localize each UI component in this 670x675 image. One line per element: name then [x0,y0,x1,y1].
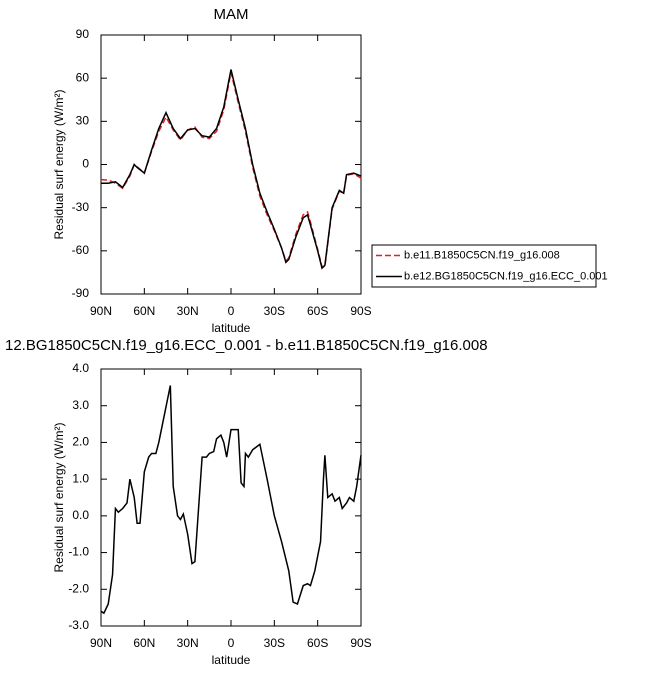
y-tick-label: -90 [72,286,90,300]
legend-label: b.e11.B1850C5CN.f19_g16.008 [404,249,560,261]
x-tick-label: 90S [350,636,371,650]
y-axis-label: Residual surf energy (W/m²) [52,422,66,572]
legend-box [371,244,597,288]
x-tick-label: 90S [350,304,371,318]
x-tick-label: 60S [307,304,328,318]
y-tick-label: 0.0 [72,508,89,522]
y-tick-label: 1.0 [72,471,89,485]
y-tick-label: -3.0 [68,618,89,632]
chart-title: 12.BG1850C5CN.f19_g16.ECC_0.001 - b.e11.… [5,337,488,354]
data-line [100,385,362,615]
x-tick-label: 30N [177,636,199,650]
y-tick-label: -30 [72,200,90,214]
x-tick-label: 30S [264,636,285,650]
y-axis-label: Residual surf energy (W/m²) [52,89,66,239]
chart-panel: 12.BG1850C5CN.f19_g16.ECC_0.001 - b.e11.… [5,337,488,667]
x-axis-label: latitude [212,653,251,667]
y-tick-label: 3.0 [72,398,89,412]
data-line [101,69,362,270]
y-tick-label: -60 [72,243,90,257]
y-tick-label: 90 [76,27,90,41]
x-tick-label: 90N [90,636,112,650]
x-tick-label: 60S [307,636,328,650]
x-tick-label: 0 [228,304,235,318]
y-tick-label: 0 [82,157,89,171]
x-tick-label: 0 [228,636,235,650]
x-tick-label: 30N [177,304,199,318]
x-axis-label: latitude [212,321,251,335]
x-tick-label: 30S [264,304,285,318]
legend-label: b.e12.BG1850C5CN.f19_g16.ECC_0.001 [404,270,608,282]
y-tick-label: -1.0 [68,545,89,559]
y-tick-label: 30 [76,114,90,128]
chart-title: MAM [214,6,249,23]
chart-panel: MAM 90N 60N 30N 0 30S 60S 90S 90 60 30 0 -30 -60 -90 la… [52,6,607,335]
x-tick-label: 60N [133,636,155,650]
y-tick-label: -2.0 [68,581,89,595]
x-tick-label: 60N [133,304,155,318]
x-tick-label: 90N [90,304,112,318]
y-tick-label: 2.0 [72,435,89,449]
y-tick-label: 4.0 [72,361,89,375]
y-tick-label: 60 [76,70,90,84]
